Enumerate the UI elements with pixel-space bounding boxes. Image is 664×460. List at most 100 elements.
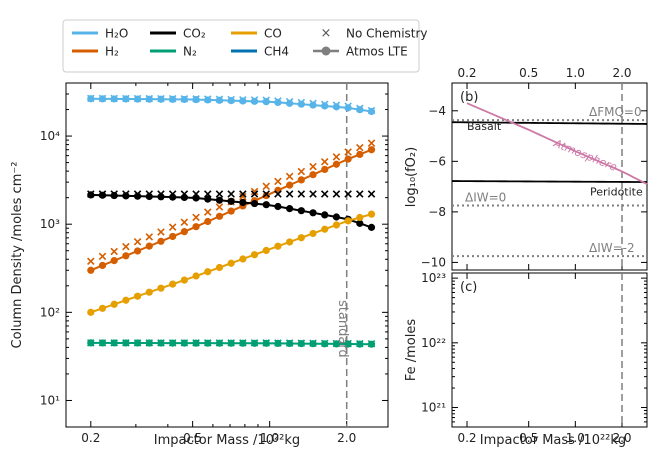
h2-lte-point [286, 181, 294, 189]
co2-nochem-point [285, 190, 294, 198]
h2-nochem-point [133, 237, 142, 246]
co-lte-point [344, 217, 352, 225]
co2-lte-point [332, 213, 341, 221]
co2-nochem-point [250, 190, 259, 198]
n2-nochem-point [98, 339, 107, 347]
h2o-lte-point [332, 103, 341, 111]
fo2-line-basalt [451, 121, 648, 125]
h2o-nochem-point [110, 94, 118, 103]
co2-nochem-point [180, 190, 189, 198]
co2-lte-point [262, 201, 270, 209]
legend-label-ch4: CH4 [264, 45, 289, 59]
h2-lte-point [309, 171, 317, 179]
co2-lte-point [215, 196, 224, 204]
co-lte-point [180, 276, 188, 284]
h2o-nochem-point [145, 94, 154, 103]
co2-lte-point [98, 191, 107, 199]
co-lte-point [321, 225, 329, 233]
co2-nochem-point [274, 190, 282, 198]
legend-entry-nochem: × No Chemistry [321, 26, 428, 41]
h2o-nochem-point [332, 101, 341, 109]
n2-nochem-point [367, 339, 376, 348]
fe-plot: 10²¹ 10²² 10²³ 0.2 0.5 1.0 2.0 (c) Impactor Ma… [404, 271, 648, 448]
co2-nochem-point [157, 190, 165, 198]
h2-lte-point [356, 150, 364, 158]
co2-nochem-point [297, 190, 306, 198]
co2-nochem-point [215, 190, 224, 198]
fo2-x-tick-label-top: 2.0 [612, 66, 631, 80]
h2-nochem-point [157, 228, 165, 236]
n2-nochem-point [356, 339, 364, 348]
fe-x-tick-label: 1.0 [566, 431, 585, 445]
h2-nochem-point [367, 139, 376, 147]
atmosphere-label: Atmosphere [551, 136, 619, 174]
h2-lte-point [169, 232, 177, 241]
h2-nochem-point [356, 143, 364, 152]
n2-nochem-point [215, 339, 224, 347]
h2o-nochem-point [215, 95, 224, 104]
h2o-nochem-point [297, 98, 306, 107]
co2-nochem-point [122, 190, 130, 198]
co-lte-point [297, 234, 305, 242]
fe-y-tick-label: 10²² [421, 336, 446, 350]
co2-nochem-point [192, 190, 200, 198]
fe-x-tick-label: 0.5 [519, 431, 538, 445]
fe-x-tick-label: 0.2 [457, 431, 476, 445]
h2-lte-point [157, 237, 165, 245]
co2-lte-point [356, 219, 364, 227]
series-n2 [87, 339, 376, 348]
h2o-lte-point [309, 101, 317, 109]
co-lte-point [87, 308, 95, 316]
fo2-y-tick-label: −10 [421, 255, 446, 269]
co2-nochem-point [239, 190, 247, 198]
series-co [87, 210, 376, 316]
co-lte-point [169, 280, 177, 288]
fo2-x-tick-label-top: 1.0 [566, 66, 585, 80]
buffer-label-1: ΔIW=0 [465, 191, 506, 205]
h2o-lte-point [262, 98, 270, 106]
co2-lte-point [274, 202, 282, 211]
h2o-lte-point [344, 104, 352, 112]
co-lte-point [157, 284, 165, 292]
h2-nochem-point [192, 213, 200, 222]
co2-nochem-point [367, 190, 376, 198]
h2o-nochem-point [262, 96, 271, 104]
co2-lte-point [239, 198, 247, 207]
standard-label: standard [335, 300, 350, 358]
main-y-axis-label: Column Density /moles cm⁻² [10, 162, 25, 349]
h2o-lte-point [356, 106, 364, 114]
n2-nochem-point [145, 339, 154, 347]
h2-lte-point [332, 160, 341, 168]
h2-lte-point [297, 176, 305, 184]
n2-nochem-point [168, 339, 177, 347]
main-y-tick-label: 10³ [40, 217, 60, 231]
co-lte-point [239, 255, 247, 263]
legend-label-co2: CO₂ [183, 27, 206, 41]
co-lte-point [274, 242, 282, 250]
series-co2 [87, 190, 376, 231]
co2-nochem-point [227, 190, 235, 198]
co-lte-point [192, 272, 200, 280]
n2-nochem-point [122, 339, 130, 347]
co2-nochem-point [309, 190, 317, 198]
h2-nochem-point [239, 192, 247, 201]
h2-lte-point [98, 261, 107, 270]
h2o-nochem-point [367, 106, 376, 115]
h2-lte-point [180, 228, 188, 236]
h2-lte-point [367, 146, 376, 154]
fe-plot-frame [451, 272, 648, 428]
n2-nochem-point [239, 339, 247, 347]
co2-lte-point [367, 223, 376, 231]
legend-label-h2o: H₂O [105, 27, 128, 41]
fo2-x-tick-label-top: 0.5 [519, 66, 538, 80]
h2-nochem-point [215, 203, 224, 211]
fo2-line-atmosphere [466, 102, 648, 185]
legend-cross-marker: × [321, 26, 332, 41]
main-x-tick-label: 0.2 [81, 431, 100, 445]
h2-nochem-point [87, 257, 95, 265]
co2-lte-point [204, 195, 212, 203]
h2-nochem-point [344, 148, 352, 156]
fo2-y-tick-label: −4 [428, 104, 446, 118]
co2-nochem-point [203, 190, 212, 198]
h2-lte-point [133, 247, 142, 255]
